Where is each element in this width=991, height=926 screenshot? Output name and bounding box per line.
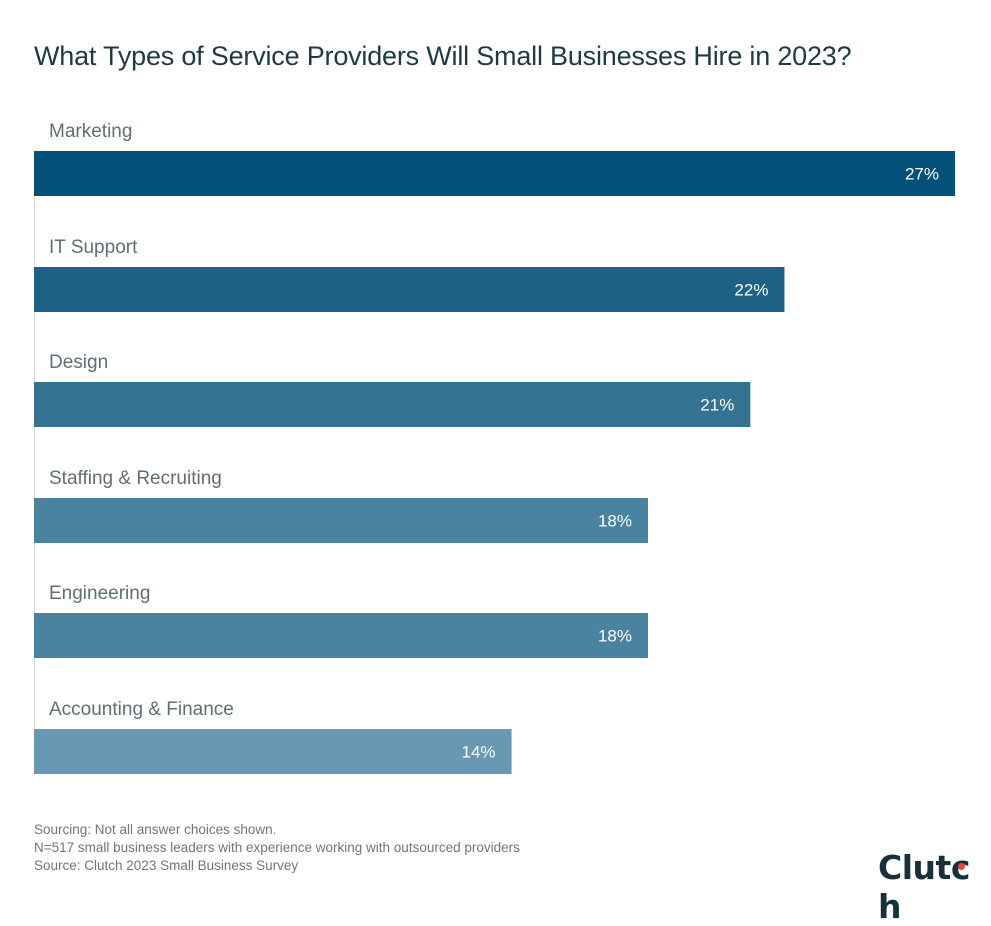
bar-chart: Marketing 27% IT Support 22% Design 21% Staffi… [34, 121, 955, 774]
bar [34, 382, 751, 427]
value-label: 22% [734, 281, 768, 300]
category-label: Marketing [49, 121, 132, 142]
category-label: Staffing & Recruiting [49, 468, 222, 489]
logo-text-end: h [878, 887, 902, 926]
bar [34, 613, 648, 658]
bar-group: Staffing & Recruiting 18% [34, 468, 648, 543]
note-source: Source: Clutch 2023 Small Business Surve… [34, 858, 299, 873]
note-sourcing: Sourcing: Not all answer choices shown. [34, 822, 277, 837]
bar-group: IT Support 22% [34, 237, 785, 312]
bar [34, 498, 648, 543]
category-label: IT Support [49, 237, 138, 258]
category-label: Accounting & Finance [49, 699, 234, 720]
value-label: 18% [598, 512, 632, 531]
category-label: Design [49, 352, 108, 373]
logo-red-dot-icon [957, 863, 965, 870]
value-label: 27% [905, 165, 939, 184]
bar-group: Marketing 27% [34, 121, 955, 196]
note-sample-size: N=517 small business leaders with experi… [34, 840, 520, 855]
chart-title: What Types of Service Providers Will Sma… [34, 41, 852, 71]
bar [34, 151, 955, 196]
value-label: 18% [598, 627, 632, 646]
logo-text-main: Clut [878, 848, 951, 887]
bar [34, 267, 785, 312]
chart-notes: Sourcing: Not all answer choices shown. … [34, 821, 520, 875]
value-label: 21% [700, 396, 734, 415]
clutch-logo: Clutch [878, 848, 991, 926]
category-label: Engineering [49, 583, 150, 604]
bar-group: Accounting & Finance 14% [34, 699, 512, 774]
bar-group: Design 21% [34, 352, 751, 427]
value-label: 14% [462, 743, 496, 762]
bar-group: Engineering 18% [34, 583, 648, 658]
bar [34, 729, 512, 774]
